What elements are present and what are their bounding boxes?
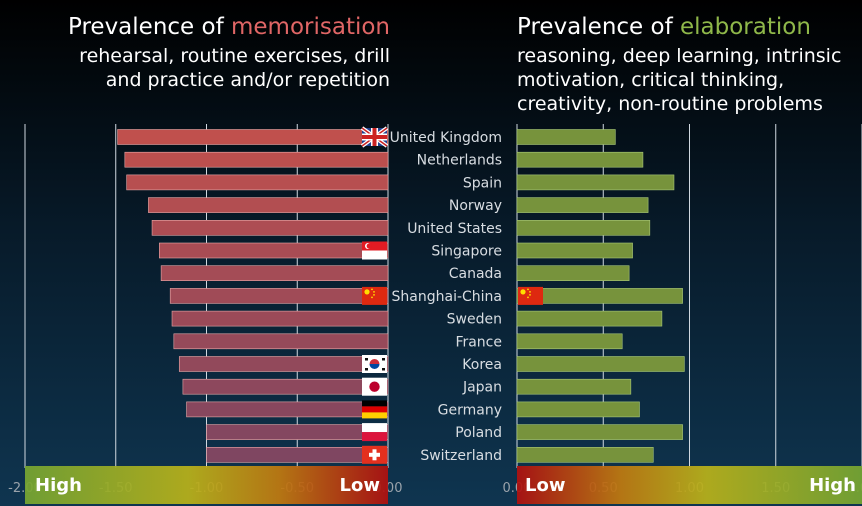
korea-flag <box>362 355 387 373</box>
memorisation-bar <box>148 197 389 213</box>
elaboration-title-highlight: elaboration <box>679 14 811 40</box>
right-scale-gradient <box>517 466 862 504</box>
country-label: Sweden <box>447 312 502 328</box>
right-scale-high-label: High <box>809 475 856 496</box>
elaboration-bar <box>516 151 644 168</box>
memorisation-title-highlight: memorisation <box>230 14 390 40</box>
country-label: Poland <box>455 425 502 441</box>
elaboration-bar <box>516 197 649 213</box>
switzerland-flag <box>362 445 387 464</box>
country-label: Shanghai-China <box>392 289 502 305</box>
elaboration-bar <box>516 401 640 418</box>
memorisation-bar <box>206 424 389 440</box>
elaboration-bar <box>516 446 654 463</box>
elaboration-bar <box>516 129 616 145</box>
country-label: France <box>455 334 502 350</box>
japan-flag <box>362 377 387 396</box>
left-scale-high-label: High <box>35 475 82 496</box>
country-label: Korea <box>462 357 502 373</box>
country-label: Spain <box>463 175 502 191</box>
china-flag <box>518 286 543 305</box>
germany-flag <box>362 400 387 419</box>
uk-flag <box>360 126 389 148</box>
memorisation-bar <box>126 174 389 191</box>
china-flag <box>362 286 387 305</box>
country-label: Japan <box>462 380 502 396</box>
elaboration-bar <box>516 424 683 440</box>
elaboration-bar <box>516 220 651 236</box>
elaboration-title-prefix: Prevalence of <box>517 14 680 40</box>
memorisation-bar <box>169 288 389 304</box>
singapore-flag <box>362 241 387 260</box>
elaboration-bar <box>516 242 633 259</box>
memorisation-bar <box>206 446 389 463</box>
memorisation-bar <box>151 220 389 236</box>
poland-flag <box>362 423 387 442</box>
country-label: Singapore <box>431 244 502 260</box>
memorisation-bar <box>173 333 389 350</box>
country-label: Switzerland <box>420 448 502 464</box>
right-scale-low-label: Low <box>525 475 565 496</box>
country-label: Germany <box>438 402 502 418</box>
memorisation-bar <box>160 265 389 282</box>
memorisation-bar <box>124 151 389 168</box>
memorisation-subtitle: rehearsal, routine exercises, drill and … <box>79 45 390 91</box>
elaboration-title: Prevalence of elaboration <box>517 14 811 40</box>
memorisation-bar <box>182 378 389 395</box>
country-label: United States <box>407 221 502 237</box>
memorisation-bar <box>171 310 389 327</box>
elaboration-bar <box>516 288 683 304</box>
memorisation-title: Prevalence of memorisation <box>68 14 390 40</box>
memorisation-title-prefix: Prevalence of <box>68 14 231 40</box>
memorisation-bar <box>178 356 389 372</box>
left-scale-gradient <box>25 466 388 504</box>
country-label: United Kingdom <box>390 130 502 146</box>
memorisation-bar <box>159 242 389 259</box>
elaboration-bar <box>516 333 623 350</box>
memorisation-bar <box>117 129 389 145</box>
country-label: Canada <box>449 266 502 282</box>
elaboration-subtitle: reasoning, deep learning, intrinsic moti… <box>517 45 842 115</box>
country-label: Netherlands <box>417 153 502 169</box>
elaboration-bar <box>516 356 685 372</box>
country-label: Norway <box>449 198 502 214</box>
elaboration-bar <box>516 265 630 282</box>
left-scale-low-label: Low <box>340 475 380 496</box>
memorisation-bar <box>186 401 389 418</box>
elaboration-bar <box>516 174 675 191</box>
elaboration-bar <box>516 310 663 327</box>
elaboration-bar <box>516 378 632 395</box>
